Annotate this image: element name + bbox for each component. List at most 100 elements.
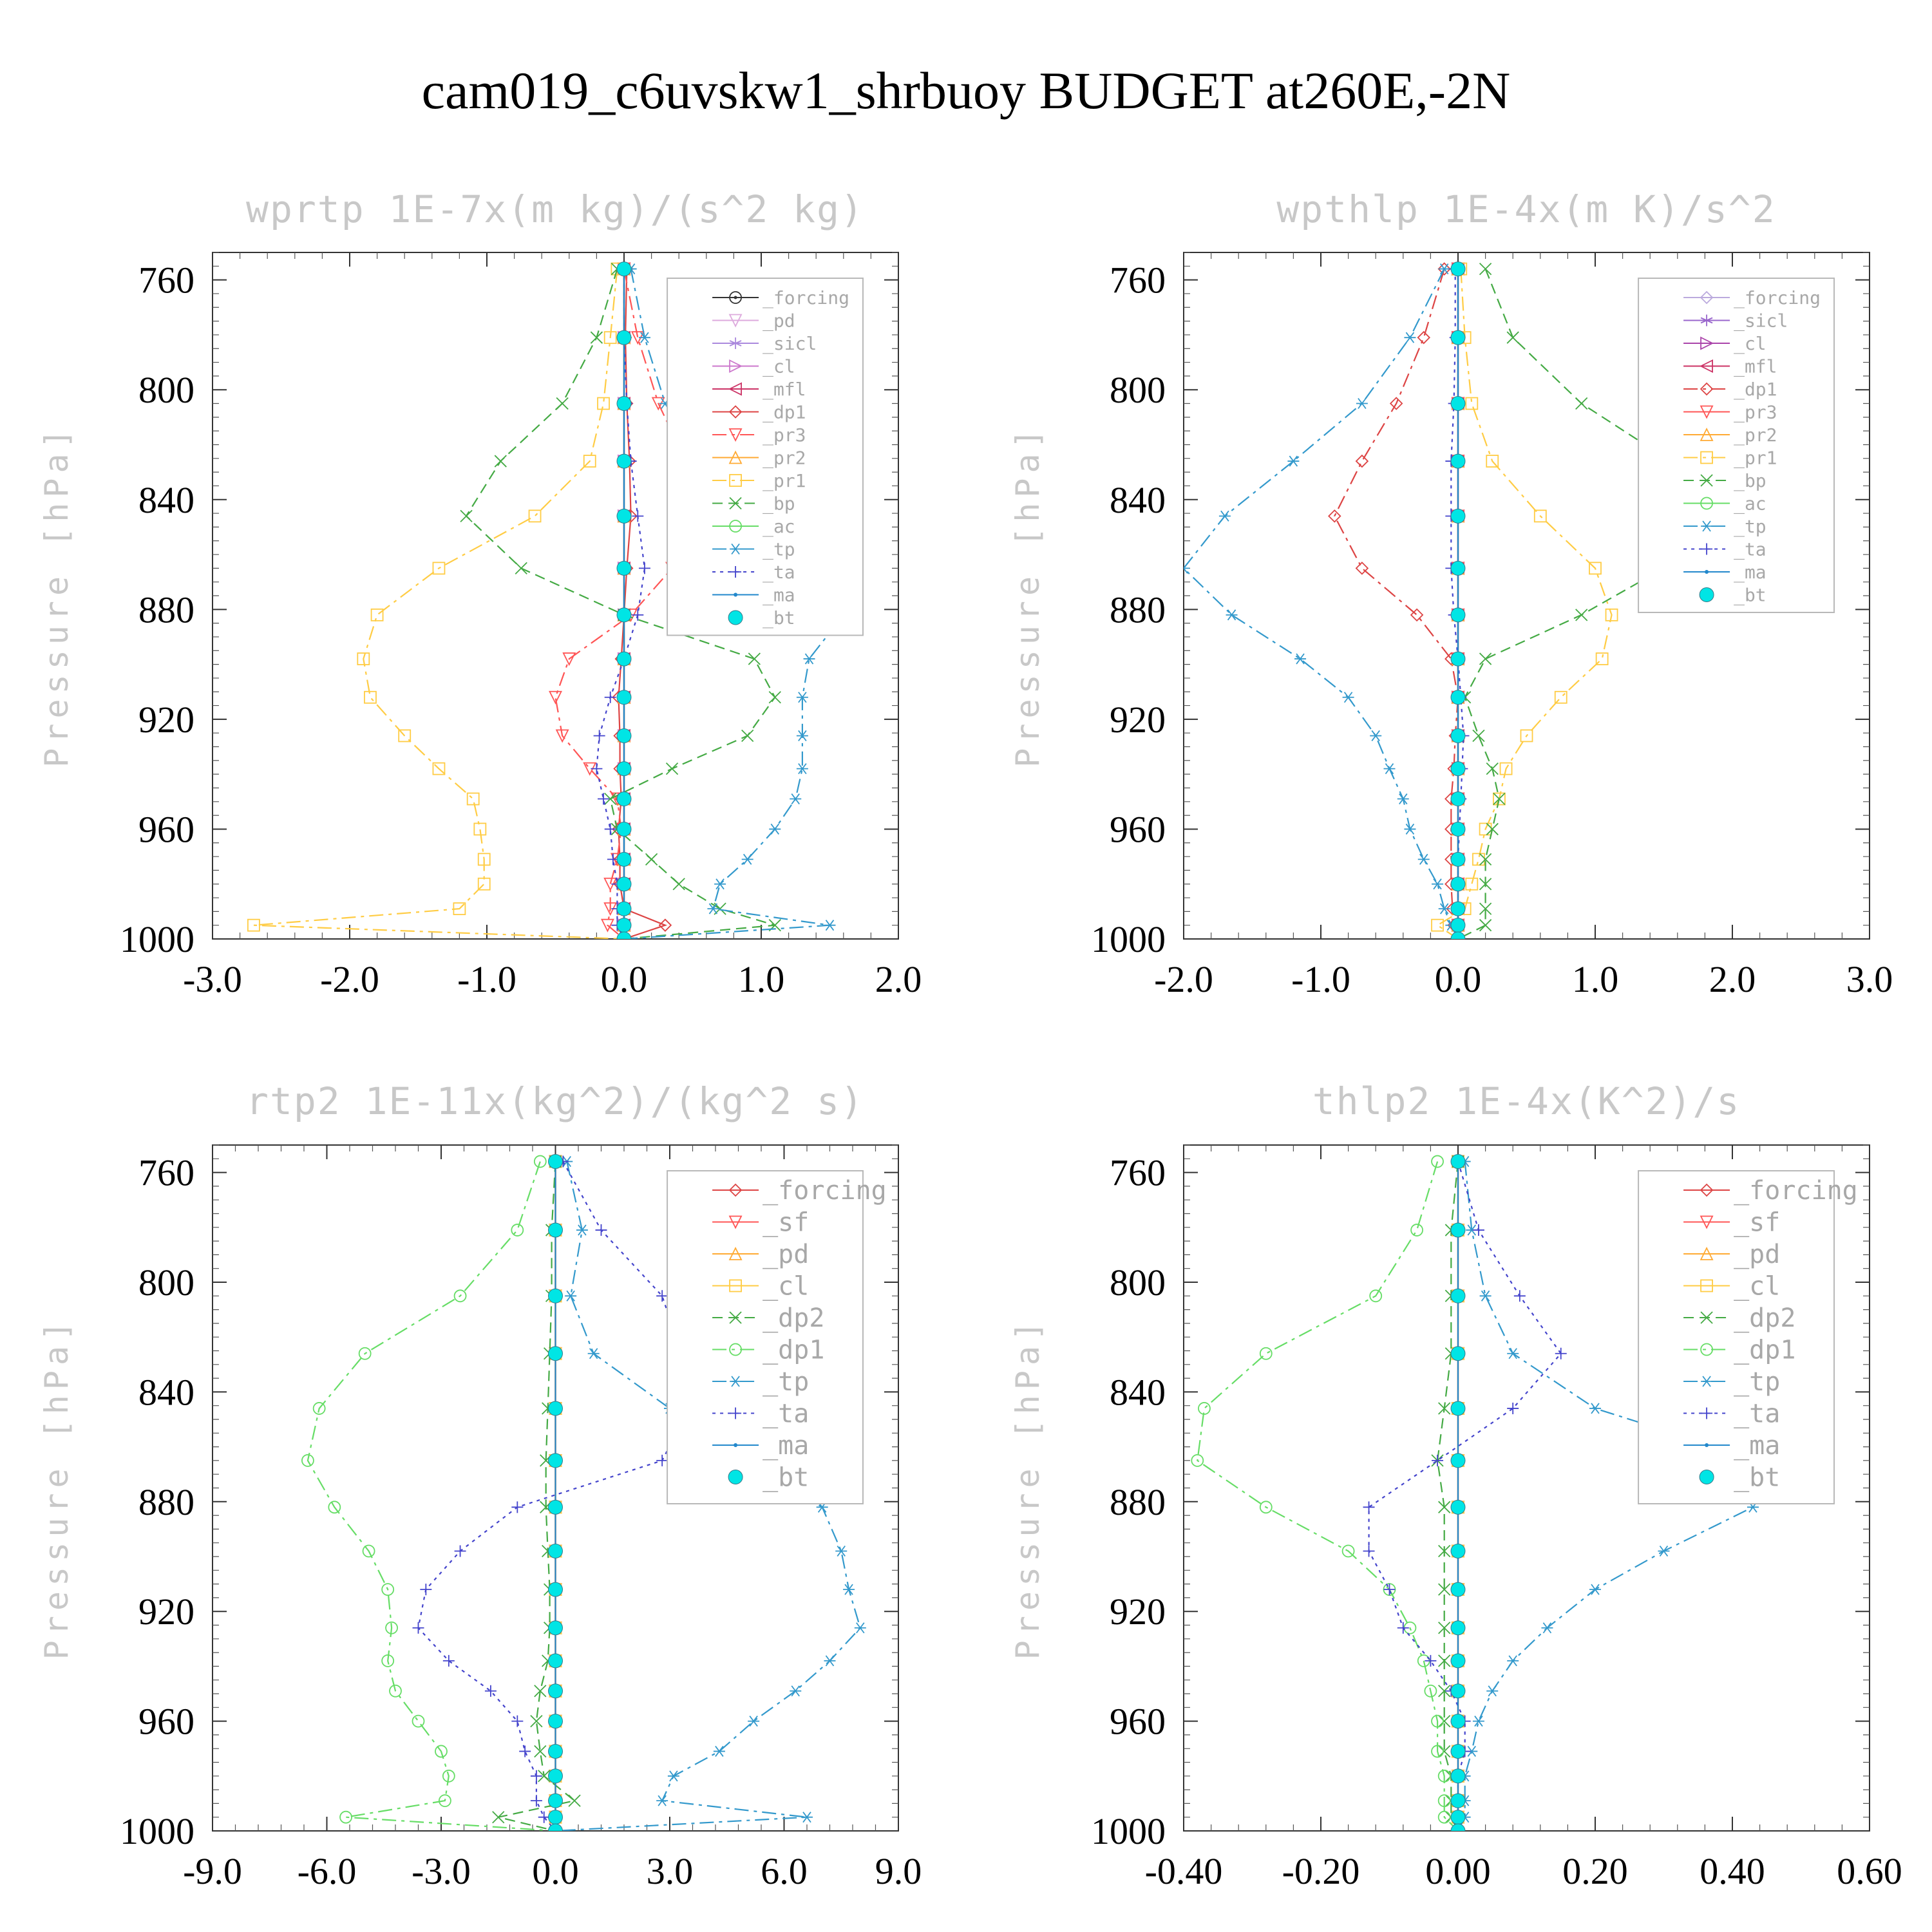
series-line_pr1 xyxy=(253,269,625,939)
data-point_dp2 xyxy=(492,1811,505,1824)
legend-item_sicl: _sicl xyxy=(712,333,817,355)
data-point_bp xyxy=(645,853,658,866)
data-point_bt xyxy=(548,1793,563,1808)
data-point_dp1 xyxy=(389,1684,402,1698)
data-point_dp1 xyxy=(1259,1501,1273,1514)
data-point_bt xyxy=(1450,821,1466,837)
data-point_tp xyxy=(638,332,650,343)
data-point_bt xyxy=(1450,1714,1466,1729)
data-point_dp1 xyxy=(1431,1745,1444,1758)
series_ma xyxy=(1456,267,1460,939)
data-point_bp xyxy=(1575,397,1588,410)
legend-label: _ac xyxy=(1734,493,1766,515)
data-point_ta xyxy=(511,1715,524,1727)
legend-label: _pr1 xyxy=(1734,447,1777,469)
legend-marker xyxy=(729,359,743,373)
data-point_pr1 xyxy=(432,562,446,575)
data-point_bt xyxy=(616,901,632,916)
data-point_pr1 xyxy=(1486,455,1499,468)
data-point_tp xyxy=(1287,455,1300,467)
legend-label: _dp1 xyxy=(762,1336,824,1365)
series_pr1 xyxy=(247,262,625,939)
data-point_bp xyxy=(460,509,473,522)
data-point_ta xyxy=(454,1545,466,1557)
data-point_tp xyxy=(1479,1290,1492,1302)
data-point_dp2 xyxy=(538,1770,551,1783)
data-point_tp xyxy=(1589,1403,1601,1414)
legend-marker xyxy=(730,566,742,578)
legend-label: _dp2 xyxy=(1734,1303,1795,1333)
y-tick-label: 840 xyxy=(1110,479,1166,521)
data-point_bt xyxy=(1450,330,1466,345)
data-point_bt xyxy=(1450,876,1466,892)
data-point_pr1 xyxy=(477,853,491,866)
data-point_dp1 xyxy=(1437,1794,1451,1808)
y-axis-title: Pressure [hPa] xyxy=(38,424,75,767)
data-point_tp xyxy=(790,1685,802,1697)
data-point_tp xyxy=(1184,562,1189,574)
data-point_pr3 xyxy=(600,918,614,933)
legend-marker xyxy=(1699,587,1714,602)
data-point_pr3 xyxy=(562,652,576,667)
data-point_ta xyxy=(442,1654,455,1667)
data-point_pr1 xyxy=(1492,792,1506,806)
legend-item_dp1: _dp1 xyxy=(1683,379,1777,401)
y-tick-label: 840 xyxy=(138,1371,194,1413)
y-tick-label: 1000 xyxy=(1091,918,1166,960)
legend: _forcing_sicl_cl_mfl_dp1_pr3_pr2_pr1_bp_… xyxy=(1638,278,1835,613)
data-point_tp xyxy=(1507,1655,1519,1667)
legend-item_sicl: _sicl xyxy=(1683,310,1788,332)
data-point_bp xyxy=(590,331,603,344)
x-tick-label: 1.0 xyxy=(1572,958,1619,1000)
series_dp2 xyxy=(492,1155,581,1831)
data-point_bp xyxy=(1479,902,1492,915)
data-point_bp xyxy=(1486,762,1499,775)
legend-marker xyxy=(729,291,742,304)
legend-label: _dp1 xyxy=(1734,1336,1795,1365)
data-point_ta xyxy=(420,1584,432,1596)
data-point_tp xyxy=(1658,1545,1670,1557)
data-point_pr1 xyxy=(603,331,617,345)
data-point_ta xyxy=(1513,1290,1526,1302)
data-point_dp1 xyxy=(1410,608,1424,622)
legend-label: _ta xyxy=(1734,1399,1780,1429)
legend-marker xyxy=(1700,314,1713,327)
legend-marker xyxy=(728,1470,743,1484)
y-tick-label: 800 xyxy=(138,369,194,411)
data-point_dp1 xyxy=(1389,397,1403,410)
data-point_dp1 xyxy=(1198,1402,1211,1415)
data-point_bt xyxy=(548,1683,563,1699)
data-point_tp xyxy=(769,823,781,835)
x-tick-label: -1.0 xyxy=(457,958,516,1000)
legend-marker xyxy=(1700,1343,1713,1356)
series_dp1 xyxy=(1328,262,1465,939)
legend-label: _ta xyxy=(1734,538,1766,560)
data-point_tp xyxy=(1438,263,1450,275)
legend-marker xyxy=(1700,359,1713,373)
data-point_dp1 xyxy=(1437,1810,1451,1824)
data-point_bt xyxy=(1450,1401,1466,1416)
data-point_bp xyxy=(1479,853,1492,866)
data-point_bt xyxy=(1450,560,1466,576)
y-tick-label: 880 xyxy=(1110,589,1166,630)
x-tick-label: -0.20 xyxy=(1282,1850,1360,1892)
series-line_ta xyxy=(417,1161,690,1831)
data-point_bt xyxy=(1450,508,1466,524)
legend-item_tp: _tp xyxy=(1683,1367,1780,1397)
y-tick-label: 760 xyxy=(138,1152,194,1194)
panel-title: wpthlp 1E-4x(m K)/s^2 xyxy=(1276,187,1776,231)
data-point_bp xyxy=(1479,262,1492,276)
data-point_dp1 xyxy=(312,1402,326,1415)
series-line_ta xyxy=(1368,1161,1562,1831)
data-point_tp xyxy=(1486,1685,1499,1697)
data-point_tp xyxy=(824,920,836,931)
data-point_tp xyxy=(1370,730,1382,741)
data-point_ta xyxy=(1383,1584,1396,1596)
legend-item_bt: _bt xyxy=(728,1463,809,1493)
data-point_pr1 xyxy=(1589,562,1602,575)
legend-item_ma: _ma xyxy=(1683,1431,1780,1461)
data-point_tp xyxy=(824,1655,836,1667)
data-point_tp xyxy=(1294,653,1307,665)
y-tick-label: 1000 xyxy=(120,1810,194,1852)
data-point_pr1 xyxy=(247,918,260,932)
